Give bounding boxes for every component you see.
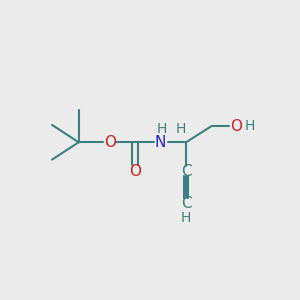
Text: H: H [157,122,167,136]
Text: N: N [155,135,166,150]
Text: O: O [104,135,116,150]
Text: C: C [181,196,191,211]
Text: O: O [230,118,242,134]
Text: C: C [181,164,191,178]
Text: H: H [176,122,186,136]
Text: H: H [181,212,191,226]
Text: H: H [245,119,255,133]
Text: O: O [129,164,141,178]
